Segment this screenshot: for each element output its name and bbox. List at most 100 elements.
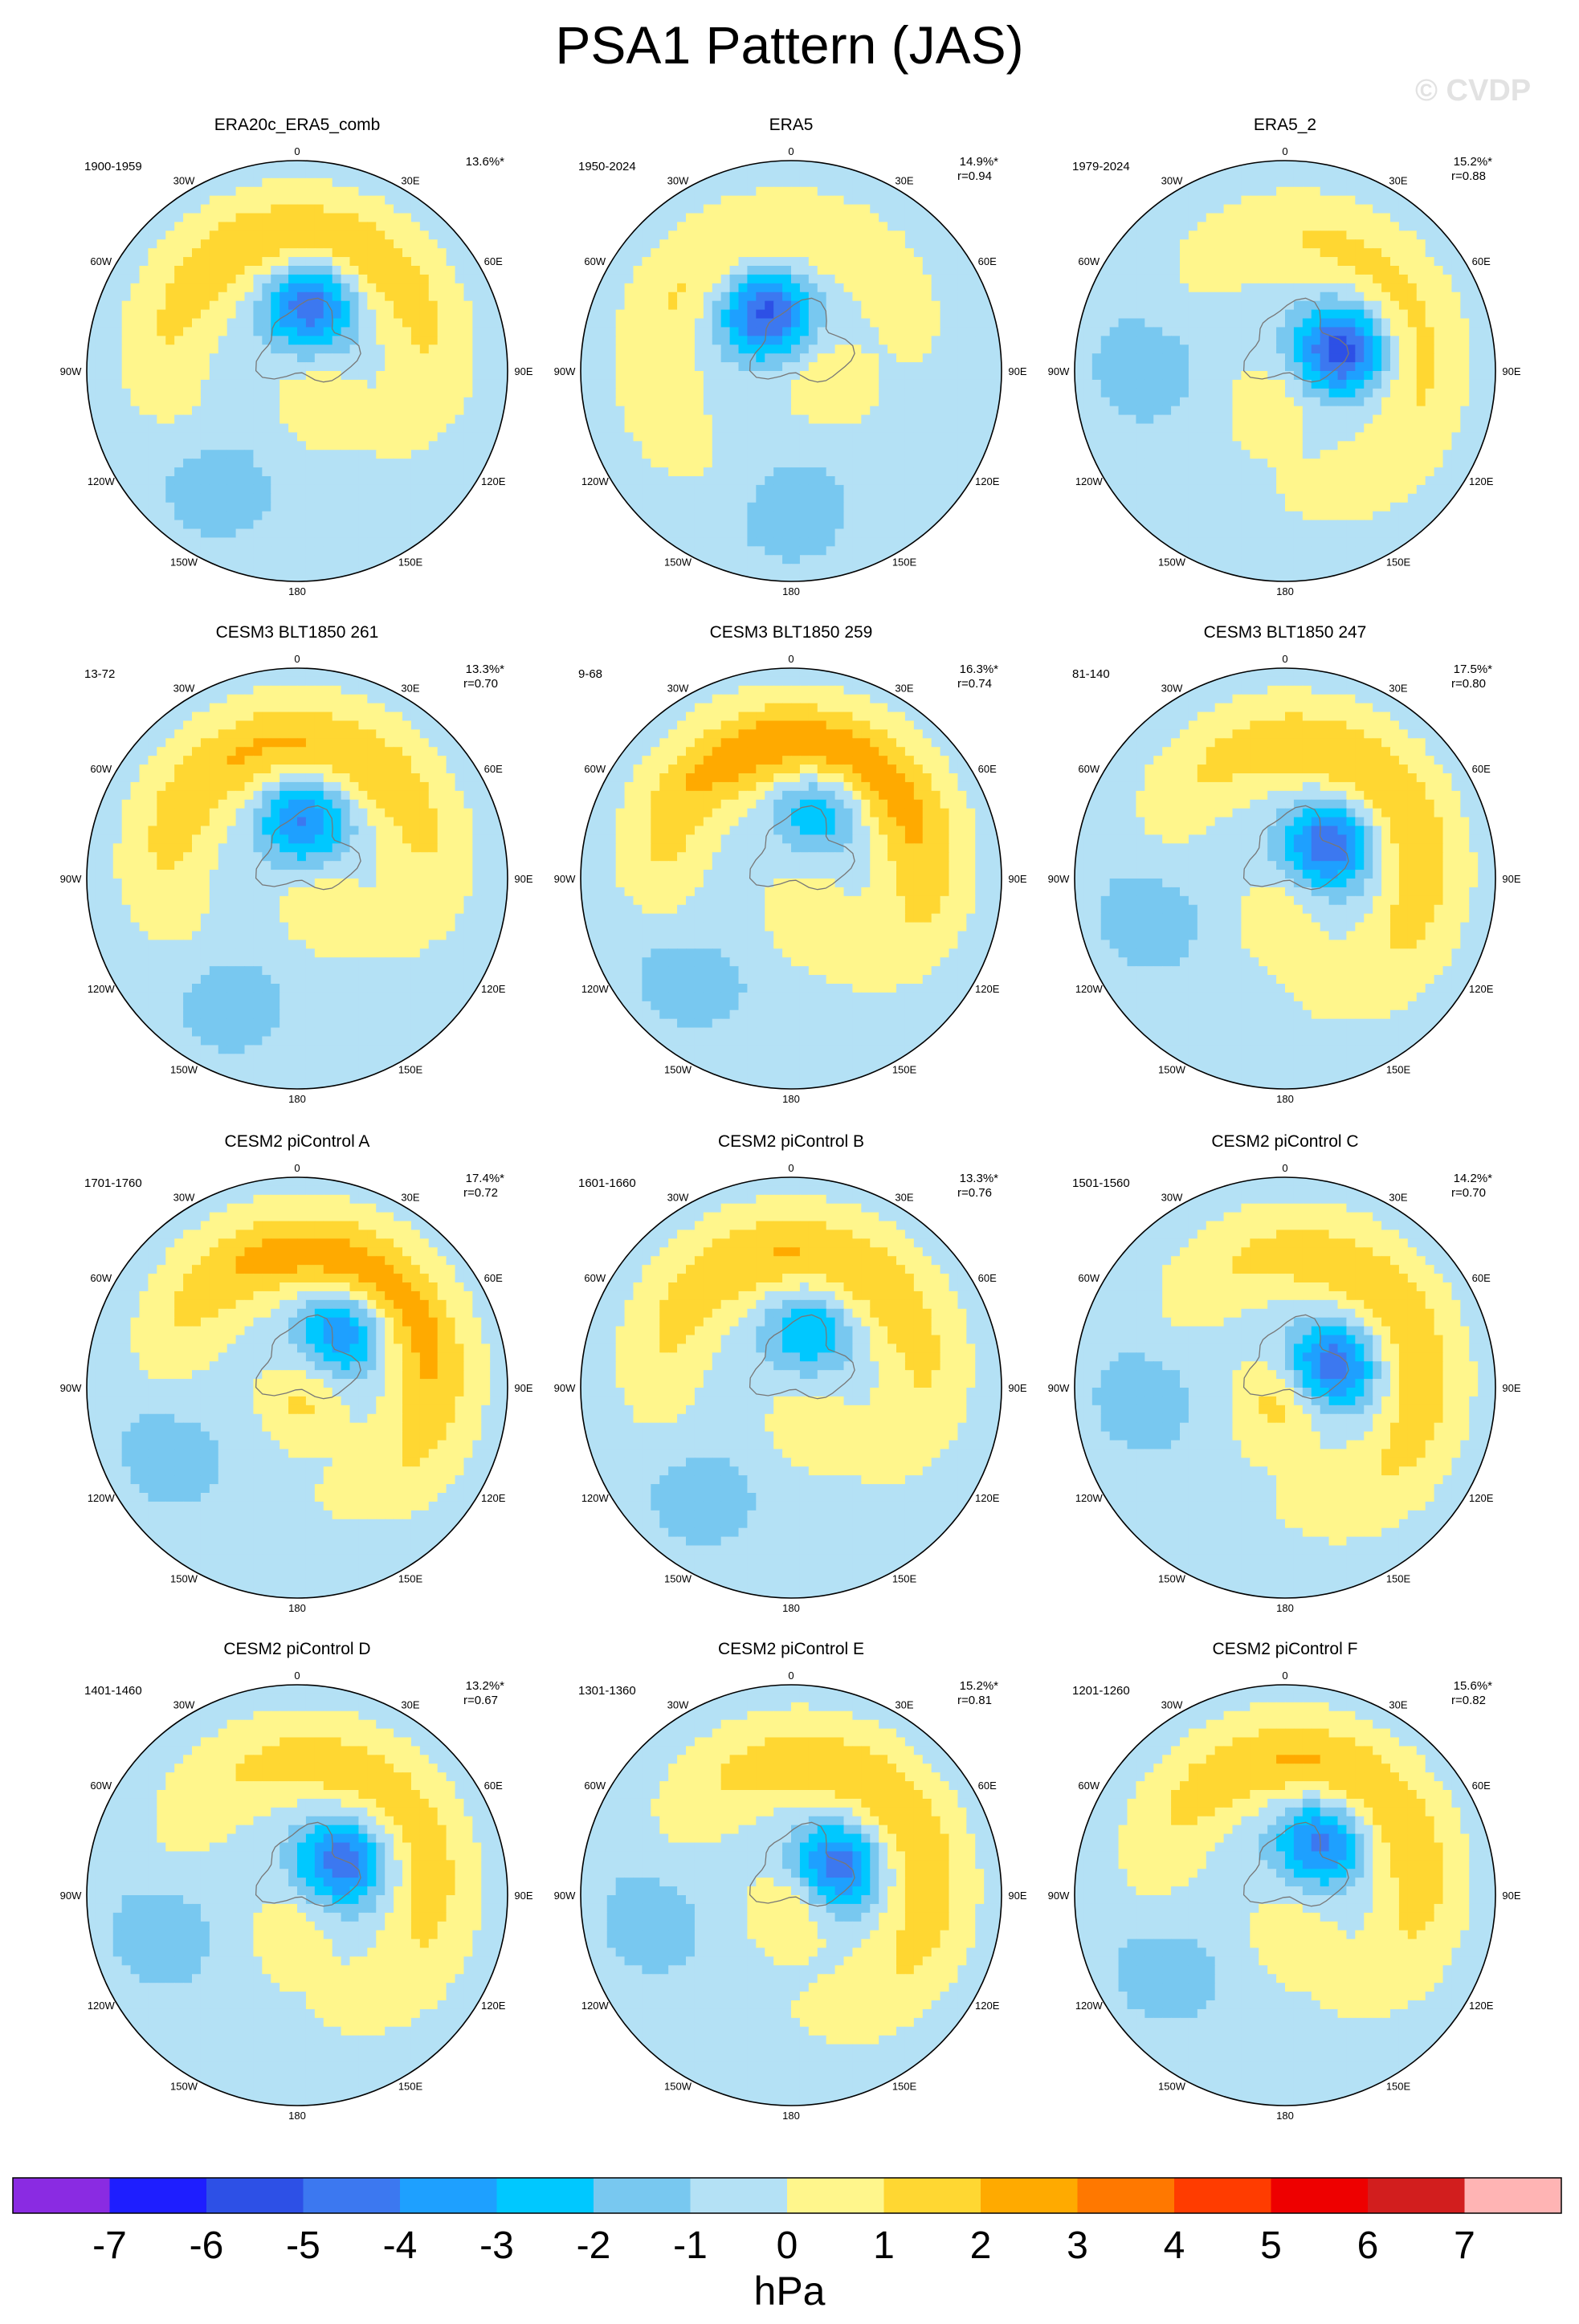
map-panel: 030E60E90E120E150E180150W120W90W60W30WER… [60,116,533,597]
field-cell [791,459,801,468]
field-cell [765,397,774,407]
field-cell [957,336,967,345]
field-cell [1171,230,1181,240]
field-cell [940,353,950,363]
field-cell [922,441,932,451]
field-cell [1373,257,1382,267]
field-cell [782,511,792,521]
field-cell [589,300,599,311]
field-cell [1075,327,1084,336]
field-cell [1276,239,1286,249]
field-cell [253,318,263,328]
field-cell [1451,371,1461,381]
field-cell [1259,327,1268,336]
field-cell [112,414,123,425]
field-cell [244,230,255,240]
field-cell [1144,257,1154,267]
field-cell [940,388,950,398]
field-cell [852,520,862,530]
field-cell [341,484,351,495]
field-cell [288,528,298,539]
field-cell [870,309,879,320]
field-cell [121,397,132,407]
field-cell [1302,397,1312,407]
field-cell [235,484,246,495]
field-cell [244,450,255,459]
field-cell [703,257,713,267]
field-cell [235,564,246,573]
field-cell [218,511,228,521]
field-cell [95,336,105,345]
field-cell [314,362,324,372]
field-cell [1136,239,1145,249]
field-cell [633,467,643,477]
field-cell [1162,213,1172,223]
field-cell [1180,248,1189,258]
field-cell [349,546,360,556]
field-cell [437,327,447,336]
field-cell [174,204,184,214]
field-cell [677,274,687,284]
field-cell [808,230,818,240]
field-cell [966,467,976,477]
field-cell [651,528,660,539]
field-cell [235,467,246,477]
field-cell [1267,336,1277,345]
field-cell [148,266,157,275]
field-cell [394,292,403,302]
field-cell [826,169,836,179]
field-cell [1153,248,1163,258]
field-cell [349,230,360,240]
field-cell [402,353,412,363]
field-cell [870,397,879,407]
field-cell [226,292,237,302]
field-cell [209,546,219,556]
field-cell [139,406,149,416]
field-cell [791,327,801,336]
field-cell [913,397,924,407]
field-cell [1337,318,1348,328]
field-cell [1223,397,1234,407]
field-cell [712,379,722,389]
field-cell [1197,266,1207,275]
field-cell [218,213,228,223]
field-cell [765,511,774,521]
field-cell [428,274,439,284]
field-cell [887,195,897,206]
field-cell [738,362,749,372]
field-cell [1232,204,1242,214]
field-cell [358,511,368,521]
field-cell [472,432,482,442]
field-cell [481,362,491,372]
field-cell [332,528,342,539]
field-cell [791,493,801,504]
field-cell [817,274,827,284]
field-cell [1337,371,1348,381]
field-cell [729,274,740,284]
field-cell [817,450,827,459]
field-cell [95,362,105,372]
field-cell [922,345,932,354]
field-cell [192,186,202,197]
field-cell [1416,388,1426,398]
field-cell [394,300,403,311]
field-cell [729,537,740,547]
field-cell [1390,222,1400,231]
field-cell [1197,213,1207,223]
field-cell [1302,327,1312,336]
field-cell [1285,397,1295,407]
field-cell [1144,388,1154,398]
field-cell [1346,292,1356,302]
field-cell [1206,309,1216,320]
field-cell [633,397,643,407]
field-cell [314,213,324,223]
field-cell [773,397,783,407]
field-cell [1267,248,1277,258]
field-cell [226,555,237,565]
field-cell [1416,222,1426,231]
field-cell [183,414,193,425]
field-cell [659,432,669,442]
field-cell [332,406,342,416]
field-cell [104,300,114,311]
field-cell [922,274,932,284]
